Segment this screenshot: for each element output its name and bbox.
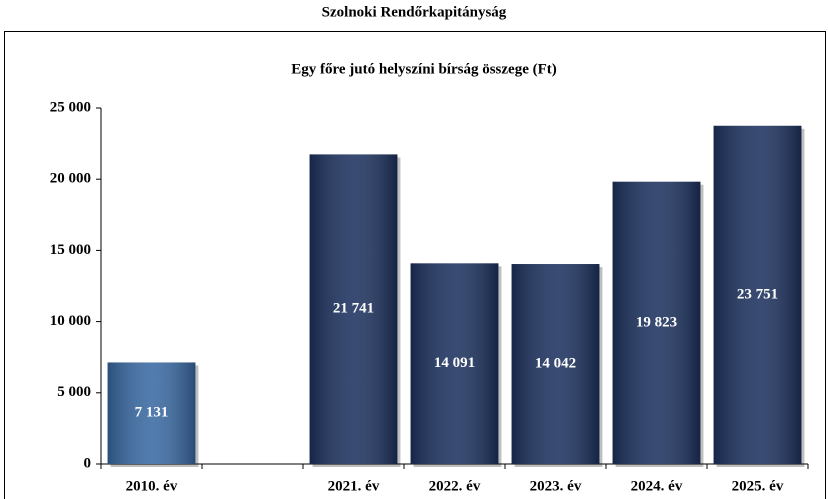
x-tick-label: 2025. év: [732, 478, 784, 494]
x-tick-label: 2024. év: [631, 478, 683, 494]
value-label: 7 131: [135, 405, 169, 421]
value-label: 21 741: [333, 301, 374, 317]
chart-title: Egy főre jutó helyszíni bírság összege (…: [291, 61, 557, 77]
chart-frame: [4, 31, 826, 499]
bar-shade: [713, 125, 802, 464]
x-tick-label: 2010. év: [126, 478, 178, 494]
bar-shade: [612, 181, 701, 465]
y-tick-label: 0: [84, 455, 92, 471]
super-title: Szolnoki Rendőrkapitányság: [322, 4, 507, 20]
value-label: 14 091: [434, 355, 475, 371]
x-tick-label: 2021. év: [328, 478, 380, 494]
y-tick-label: 15 000: [50, 242, 91, 258]
value-label: 19 823: [636, 314, 677, 330]
value-label: 14 042: [535, 355, 576, 371]
y-tick-label: 10 000: [50, 313, 91, 329]
bar-shade: [511, 264, 600, 464]
y-tick-label: 5 000: [57, 384, 91, 400]
value-label: 23 751: [737, 286, 778, 302]
x-tick-label: 2022. év: [429, 478, 481, 494]
bar-shade: [410, 263, 499, 464]
y-tick-label: 25 000: [50, 99, 91, 115]
x-tick-label: 2023. év: [530, 478, 582, 494]
bar-shade: [309, 154, 398, 465]
bar-shade: [107, 362, 196, 464]
y-tick-label: 20 000: [50, 171, 91, 187]
